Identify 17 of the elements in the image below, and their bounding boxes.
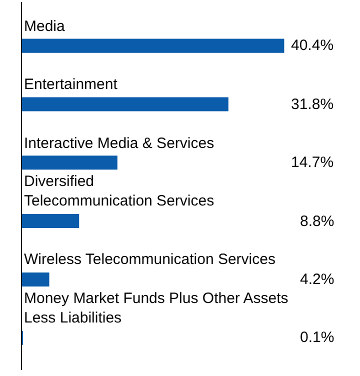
bar [22,97,228,112]
bar [22,272,50,286]
data-label: 4.2% [300,271,334,288]
y-tick-label: Entertainment [24,76,118,93]
y-tick-label: Interactive Media & Services [24,135,214,152]
bar [22,38,284,53]
data-label: 14.7% [291,154,334,171]
bar [22,156,118,170]
data-label: 40.4% [291,37,334,54]
y-tick-label: Media [24,18,66,35]
data-label: 0.1% [300,329,334,346]
bar [22,214,80,228]
y-tick-label: Wireless Telecommunication Services [24,251,276,268]
y-tick-label: Diversified Telecommunication Services [24,173,214,210]
data-label: 8.8% [300,213,334,230]
y-tick-label: Money Market Funds Plus Other Assets Less Liabilities [24,290,288,326]
data-label: 31.8% [291,96,334,113]
